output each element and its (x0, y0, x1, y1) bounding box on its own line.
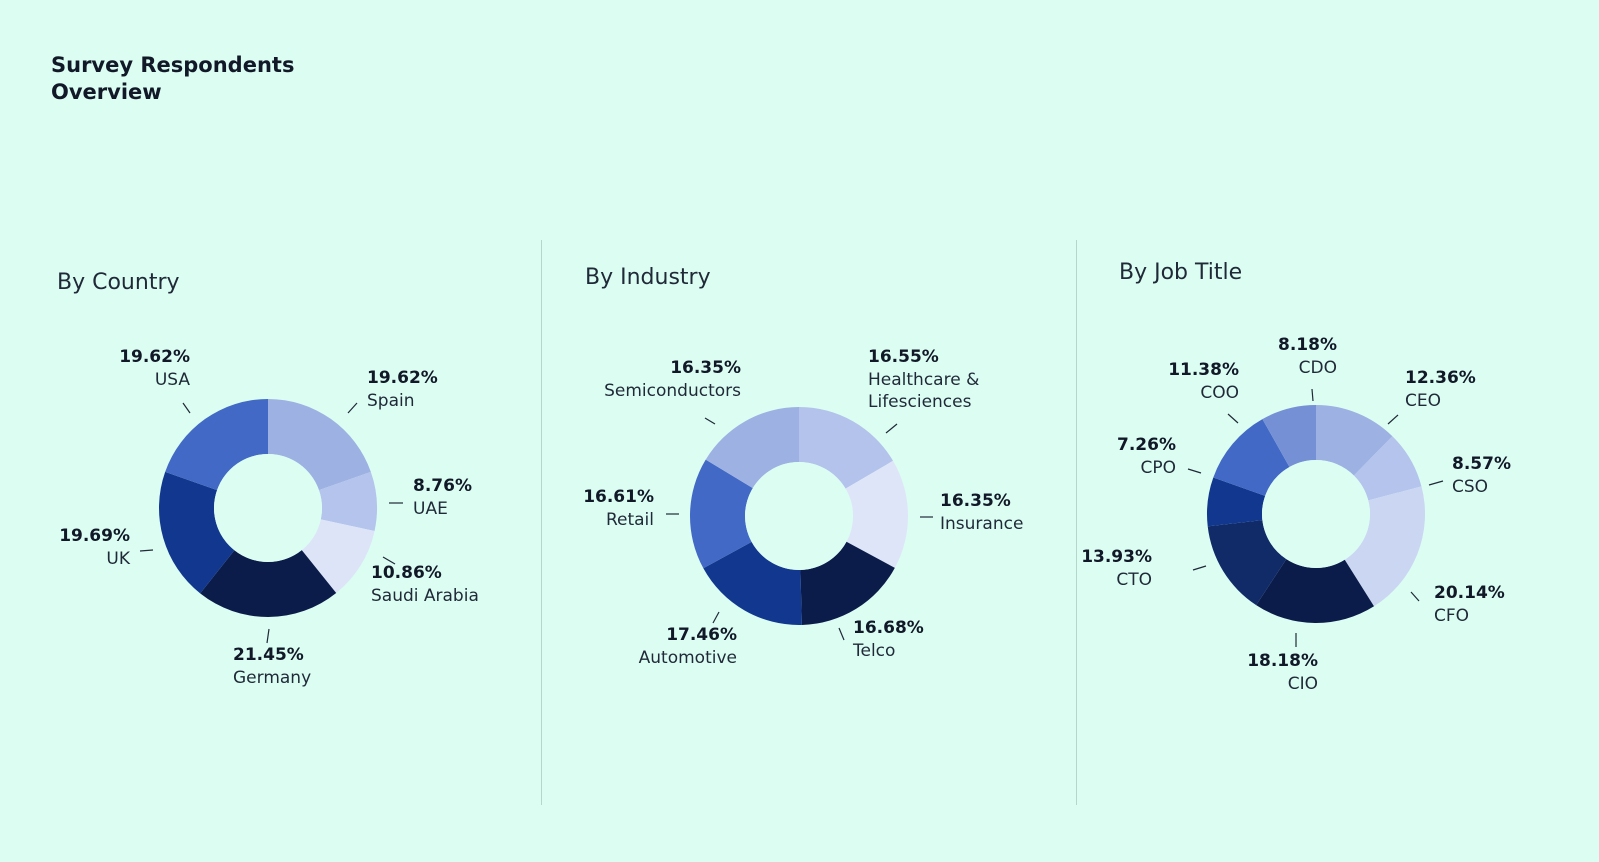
leader-line-usa (182, 402, 191, 414)
chart-by-job-title: By Job Title 12.36% CEO 8.57% CSO 20.14% CFO 1… (1081, 260, 1511, 694)
data-label-value-uae: 8.76% (413, 476, 472, 496)
data-label-value-cfo: 20.14% (1434, 583, 1505, 603)
data-label-value-ceo: 12.36% (1405, 368, 1476, 388)
slice-ceo (1316, 405, 1393, 476)
slice-spain (268, 399, 371, 491)
data-label-value-cio: 18.18% (1247, 651, 1318, 671)
chart-by-industry: By Industry 16.55% Healthcare &Lifescienc… (583, 265, 1023, 668)
data-label-category-cfo: CFO (1434, 606, 1469, 626)
slice-cfo (1344, 486, 1425, 607)
slice-healthcare-and-lifesciences (799, 407, 893, 489)
data-label-value-germany: 21.45% (233, 645, 304, 665)
slice-uk (159, 471, 235, 594)
data-label-value-usa: 19.62% (119, 347, 190, 367)
leader-line-cso (1428, 480, 1444, 486)
slice-saudi-arabia (301, 519, 375, 594)
leader-line-automotive (712, 611, 720, 624)
slice-germany (200, 550, 337, 617)
data-label-category-uk: UK (106, 549, 130, 569)
data-label-value-coo: 11.38% (1168, 360, 1239, 380)
chart-title: By Job Title (1119, 260, 1242, 285)
data-label-category-healthcare-and-lifesciences-line-1: Healthcare & (868, 370, 979, 390)
data-label-category-healthcare-and-lifesciences-line-2: Lifesciences (868, 392, 972, 412)
data-label-value-telco: 16.68% (853, 618, 924, 638)
data-label-category-usa: USA (155, 370, 191, 390)
data-label-value-cto: 13.93% (1081, 547, 1152, 567)
leader-line-coo (1227, 413, 1239, 424)
donut-hole (214, 454, 322, 562)
data-label-category-retail: Retail (606, 510, 654, 530)
section-divider-1 (541, 240, 542, 805)
leader-line-ceo (1387, 414, 1399, 425)
data-label-value-saudi-arabia: 10.86% (371, 563, 442, 583)
data-label-category-coo: COO (1200, 383, 1239, 403)
slice-semiconductors (705, 407, 799, 489)
chart-by-country: By Country 19.62% Spain 8.76% UAE 10.86% Saud… (57, 270, 479, 688)
leader-line-healthcare-and-lifesciences (885, 423, 898, 434)
data-label-category-automotive: Automotive (639, 648, 737, 668)
slice-cso (1353, 436, 1422, 501)
slice-retail (690, 459, 753, 569)
data-label-value-semiconductors: 16.35% (670, 358, 741, 378)
slice-usa (165, 399, 268, 491)
data-label-category-cso: CSO (1452, 477, 1488, 497)
slice-cpo (1207, 477, 1266, 527)
section-divider-2 (1076, 240, 1077, 805)
data-label-category-semiconductors: Semiconductors (604, 381, 741, 401)
leader-line-telco (838, 627, 845, 641)
leader-line-germany (266, 628, 270, 644)
data-label-category-telco: Telco (852, 641, 895, 661)
leader-line-cfo (1410, 591, 1420, 602)
leader-line-semiconductors (704, 417, 716, 425)
data-label-value-automotive: 17.46% (666, 625, 737, 645)
data-label-category-spain: Spain (367, 391, 415, 411)
data-label-category-saudi-arabia: Saudi Arabia (371, 586, 479, 606)
slice-telco (800, 541, 895, 625)
chart-title: By Industry (585, 265, 711, 290)
slice-automotive (703, 541, 802, 625)
data-label-value-insurance: 16.35% (940, 491, 1011, 511)
data-label-value-cpo: 7.26% (1117, 435, 1176, 455)
data-label-category-insurance: Insurance (940, 514, 1023, 534)
data-label-value-spain: 19.62% (367, 368, 438, 388)
slice-cto (1207, 520, 1287, 606)
slice-cdo (1262, 405, 1316, 467)
leader-line-saudi-arabia (382, 556, 396, 565)
donut-hole (745, 462, 853, 570)
data-label-value-healthcare-and-lifesciences: 16.55% (868, 347, 939, 367)
data-label-category-uae: UAE (413, 499, 448, 519)
data-label-category-cio: CIO (1288, 674, 1318, 694)
data-label-category-cdo: CDO (1299, 358, 1337, 378)
leader-line-cpo (1187, 468, 1202, 474)
leader-line-spain (347, 402, 358, 414)
data-label-value-uk: 19.69% (59, 526, 130, 546)
slice-coo (1213, 419, 1290, 496)
data-label-category-germany: Germany (233, 668, 311, 688)
data-label-value-retail: 16.61% (583, 487, 654, 507)
slice-cio (1256, 559, 1374, 623)
chart-title: By Country (57, 270, 180, 295)
data-label-value-cso: 8.57% (1452, 454, 1511, 474)
data-label-category-cto: CTO (1116, 570, 1152, 590)
donut-hole (1262, 460, 1370, 568)
data-label-category-ceo: CEO (1405, 391, 1441, 411)
leader-line-cto (1192, 565, 1207, 571)
data-label-value-cdo: 8.18% (1278, 335, 1337, 355)
leader-line-uk (139, 549, 154, 552)
slice-uae (318, 471, 378, 531)
leader-line-cdo (1311, 388, 1314, 402)
slice-insurance (845, 460, 908, 568)
data-label-category-cpo: CPO (1140, 458, 1176, 478)
page-title: Survey Respondents Overview (51, 53, 295, 104)
